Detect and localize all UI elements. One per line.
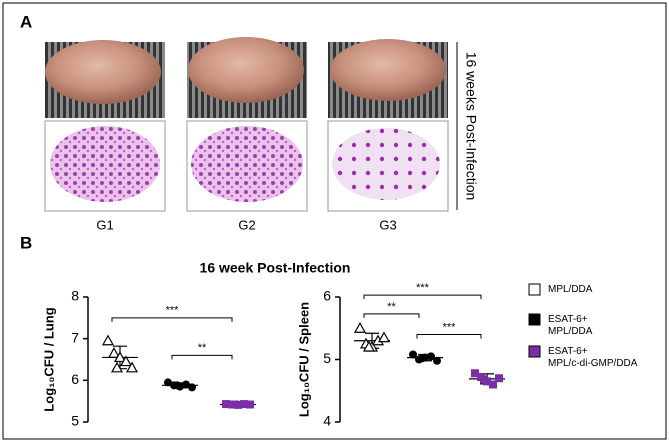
data-point [362,340,376,352]
y-tick-label: 8 [71,288,79,304]
data-point [353,322,367,333]
significance-label: *** [443,321,457,333]
significance-label: *** [166,305,180,317]
group-label: G1 [96,217,113,232]
significance-bracket [363,294,482,300]
data-point [246,400,254,409]
y-tick-label: 7 [71,329,79,345]
significance-bracket [416,334,482,339]
legend-label: MPL/DDA [548,284,593,295]
y-axis-label: Log₁₀CFU / Spleen [296,302,311,417]
significance-label: *** [416,282,430,294]
legend-swatch [528,283,541,296]
significance-label: ** [387,301,396,313]
data-point [110,361,124,373]
photos [44,37,458,212]
y-tick-label: 5 [71,413,79,429]
data-point [495,374,503,383]
legend-swatch [528,313,541,326]
data-point [489,380,497,389]
y-tick-label: 4 [323,413,331,429]
data-point [418,354,426,363]
data-point [119,355,133,367]
data-point [240,400,248,409]
data-point [377,331,391,343]
chart-title: 16 week Post-Infection [200,260,351,276]
data-point [113,351,127,363]
y-tick-label: 6 [71,371,79,387]
data-point [182,380,190,389]
y-axis-label: Log₁₀CFU / Lung [41,307,56,411]
data-point [231,400,239,409]
side-label: 16 weeks Post-Infection [463,52,479,201]
data-point [107,347,121,358]
panel-label: A [20,12,32,31]
data-point [480,375,488,384]
data-point [125,361,139,373]
data-point [409,350,417,359]
significance-bracket [171,354,233,360]
legend-swatch [528,345,541,358]
data-point [173,381,181,390]
significance-label: ** [198,342,207,354]
significance-bracket [111,317,233,322]
data-point [427,352,435,361]
panel-label: B [20,233,32,252]
y-tick-label: 5 [323,350,331,366]
y-tick-label: 6 [323,288,331,304]
significance-bracket [363,313,420,318]
data-point [101,334,115,346]
data-point [188,383,196,392]
legend-label: ESAT-6+ MPL/DDA [548,314,593,337]
data-point [433,356,441,365]
data-point [471,369,479,378]
group-label: G3 [379,217,396,232]
data-point [222,400,230,409]
legend-label: ESAT-6+ MPL/c-di-GMP/DDA [548,346,638,369]
group-label: G2 [238,217,255,232]
data-point [164,378,172,387]
